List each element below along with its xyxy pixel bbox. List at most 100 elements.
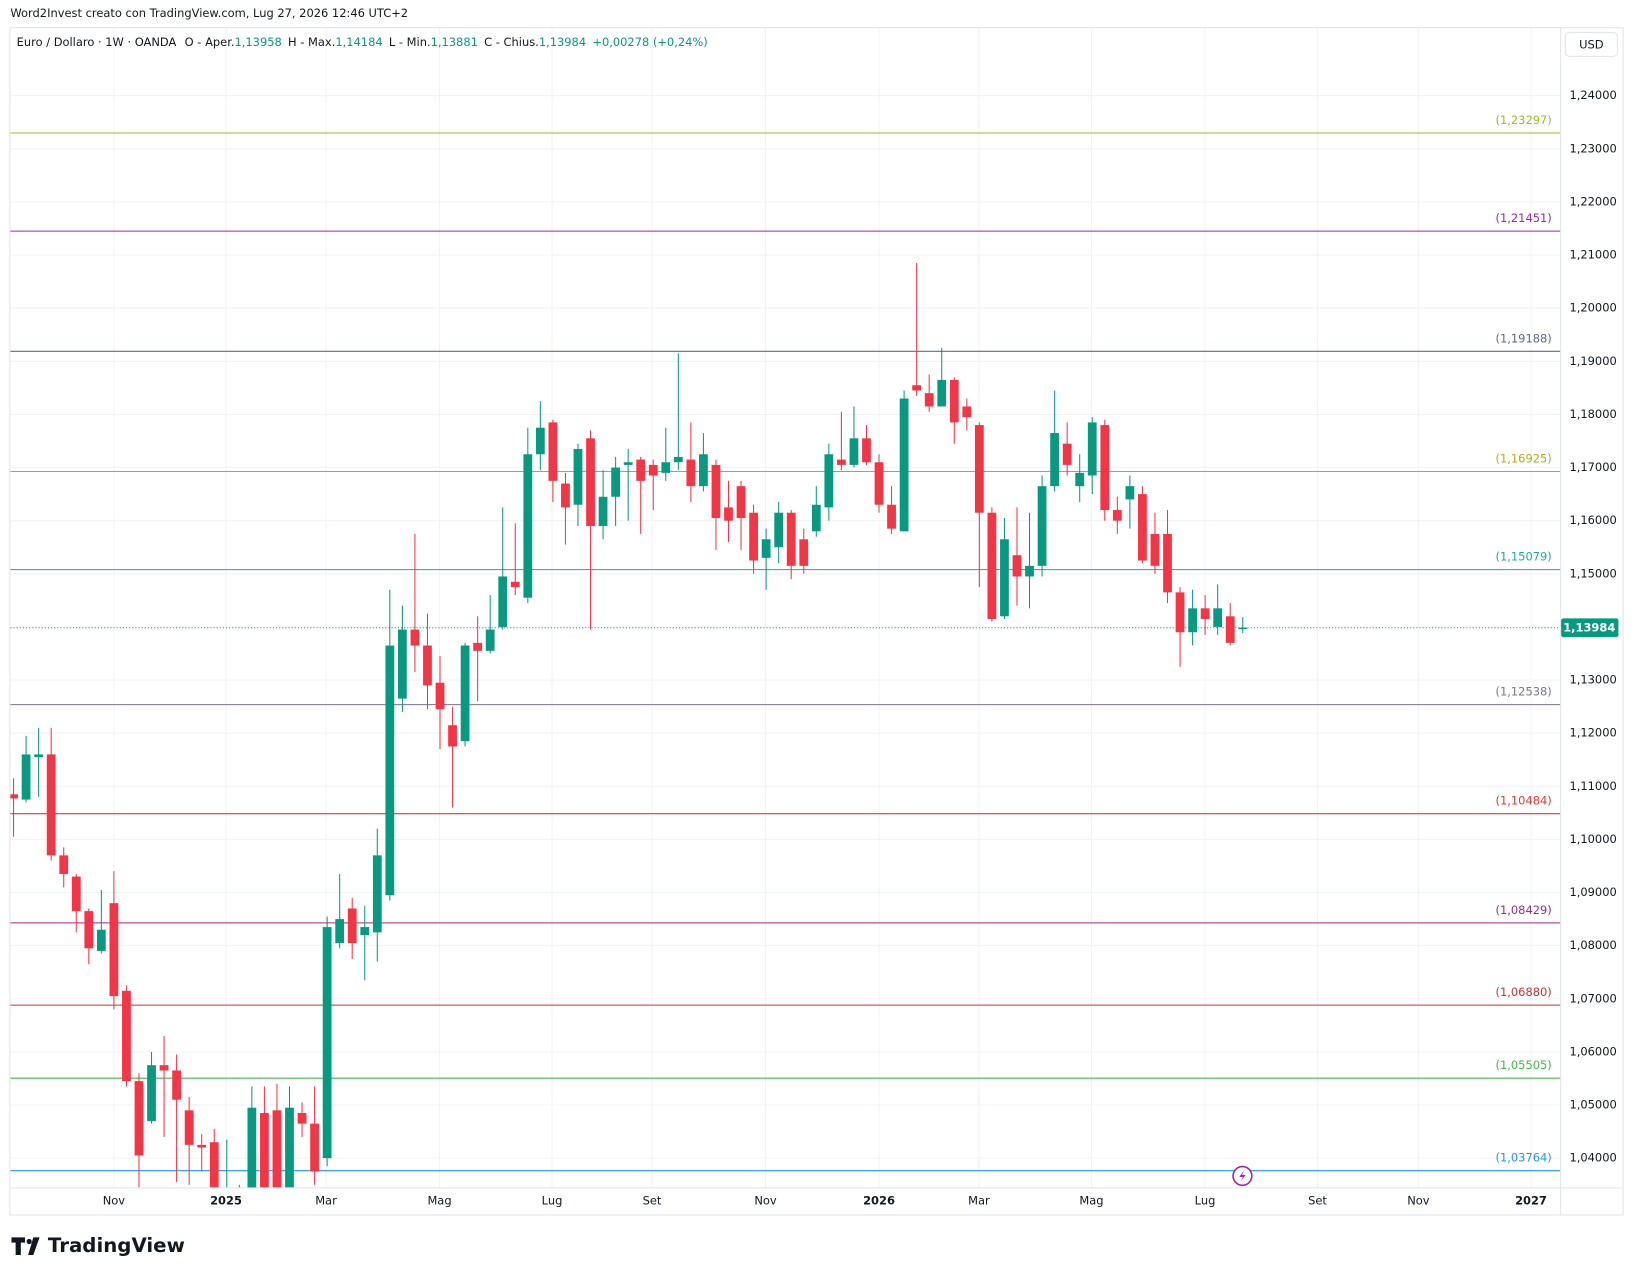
last-price-tag: [1561, 618, 1619, 638]
candle-body: [448, 725, 457, 747]
candle-body: [423, 645, 432, 686]
x-tick-label: 2026: [863, 1193, 895, 1207]
y-tick-label: 1,13000: [1569, 673, 1616, 687]
candle-body: [410, 629, 420, 646]
candle-body: [899, 398, 909, 532]
candle-body: [347, 908, 357, 944]
level-label: (1,21451): [1496, 211, 1552, 225]
level-label: (1,23297): [1496, 113, 1552, 127]
candle-body: [786, 512, 796, 566]
candle-body: [485, 629, 495, 651]
candle-body: [1100, 425, 1110, 511]
low-label: L - Min.: [389, 34, 431, 48]
candle-body: [611, 467, 621, 497]
candle-body: [774, 512, 784, 548]
candle-body: [272, 1110, 282, 1188]
level-label: (1,03764): [1496, 1151, 1552, 1165]
candle-body: [573, 448, 583, 505]
candle-body: [887, 504, 896, 529]
credit: Word2Invest creato con TradingView.com, …: [10, 6, 408, 20]
candle-body: [962, 406, 972, 418]
close-value: 1,13984: [539, 34, 586, 48]
x-tick-label: Lug: [1195, 1193, 1216, 1207]
candle-body: [874, 462, 884, 505]
candle-body: [510, 581, 520, 588]
candles: [10, 263, 1248, 1188]
logo: TradingView: [48, 1234, 185, 1257]
candle-body: [1150, 533, 1160, 566]
y-tick-label: 1,04000: [1569, 1151, 1616, 1165]
candle-body: [1125, 486, 1135, 500]
candle-body: [184, 1110, 194, 1145]
open-label: O - Aper.: [185, 34, 235, 48]
candle-body: [172, 1070, 181, 1100]
candle-body: [1188, 608, 1197, 633]
candle-body: [1213, 608, 1223, 627]
candle-body: [385, 645, 395, 896]
candle-body: [623, 462, 633, 465]
candle-body: [586, 438, 595, 526]
candle-body: [335, 919, 345, 944]
y-tick-label: 1,21000: [1569, 248, 1616, 262]
candle-body: [1238, 627, 1248, 630]
candle-body: [548, 422, 558, 481]
legend: Euro / Dollaro · 1W · OANDA O - Aper. 1,13…: [17, 34, 708, 48]
candle-body: [498, 576, 508, 627]
candle-body: [724, 507, 733, 521]
y-tick-label: 1,06000: [1569, 1044, 1616, 1058]
last-price-label: 1,13984: [1563, 620, 1615, 634]
y-tick-label: 1,10000: [1569, 832, 1616, 846]
candle-body: [912, 385, 922, 391]
candle-body: [811, 504, 821, 532]
candle-body: [46, 754, 56, 856]
x-tick-label: Nov: [754, 1193, 777, 1207]
candle-body: [310, 1123, 319, 1172]
candle-body: [1062, 443, 1072, 465]
candle-body: [96, 929, 106, 951]
candle-body: [372, 855, 382, 933]
currency-button[interactable]: [1564, 31, 1618, 57]
y-tick-label: 1,09000: [1569, 885, 1616, 899]
y-tick-label: 1,23000: [1569, 141, 1616, 155]
change: +0,00278 (+0,24%): [592, 34, 707, 48]
candle-body: [1175, 592, 1185, 633]
x-tick-label: Lug: [542, 1193, 563, 1207]
candle-body: [699, 454, 708, 487]
candle-body: [1112, 510, 1122, 521]
y-tick-label: 1,15000: [1569, 566, 1616, 580]
candle-body: [1012, 555, 1022, 577]
candle-body: [71, 876, 81, 912]
y-tick-label: 1,24000: [1569, 88, 1616, 102]
candle-body: [749, 512, 758, 561]
candle-body: [397, 629, 407, 699]
symbol: Euro / Dollaro · 1W · OANDA: [17, 34, 177, 48]
candle-body: [360, 927, 370, 936]
x-tick-label: Set: [1308, 1193, 1327, 1207]
y-tick-label: 1,07000: [1569, 991, 1616, 1005]
candle-body: [711, 464, 721, 519]
candle-body: [799, 539, 809, 566]
x-tick-label: Mag: [1079, 1193, 1103, 1207]
level-label: (1,16925): [1496, 452, 1552, 466]
y-tick-label: 1,20000: [1569, 301, 1616, 315]
low-value: 1,13881: [431, 34, 478, 48]
candle-body: [636, 459, 646, 481]
y-tick-label: 1,11000: [1569, 779, 1616, 793]
candle-body: [460, 645, 470, 742]
candle-body: [1163, 533, 1172, 593]
candle-body: [159, 1065, 169, 1071]
level-label: (1,06880): [1496, 985, 1552, 999]
x-tick-label: Mag: [427, 1193, 451, 1207]
y-tick-label: 1,22000: [1569, 194, 1616, 208]
candle-body: [435, 682, 445, 710]
x-tick-label: 2027: [1515, 1193, 1547, 1207]
level-label: (1,08429): [1496, 903, 1552, 917]
y-tick-label: 1,16000: [1569, 513, 1616, 527]
candle-body: [1050, 433, 1060, 487]
candle-body: [34, 754, 44, 758]
candle-body: [122, 990, 131, 1082]
alert-icon[interactable]: [1232, 1165, 1253, 1187]
currency[interactable]: USD: [1579, 37, 1604, 51]
candle-body: [924, 393, 934, 407]
